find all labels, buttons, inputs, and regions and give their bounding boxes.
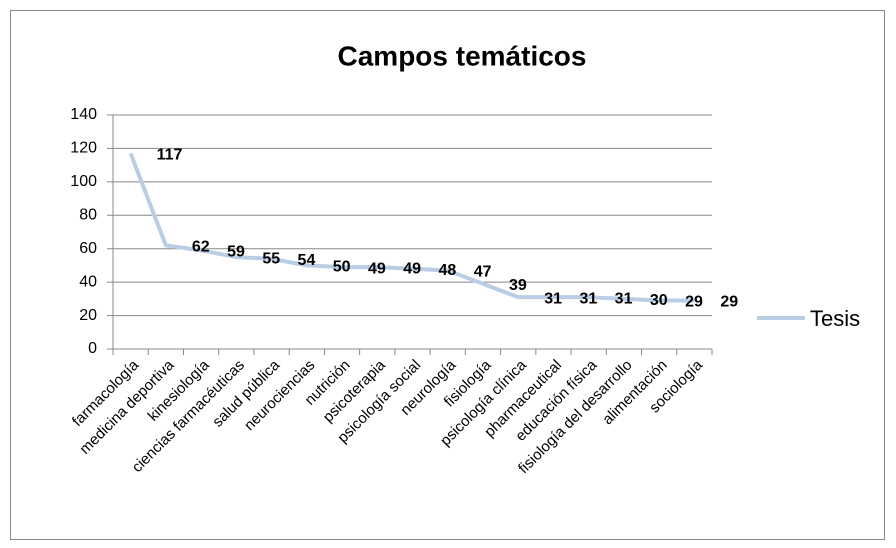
data-label: 59 xyxy=(227,244,245,261)
data-label: 62 xyxy=(192,239,210,256)
data-label: 31 xyxy=(579,290,597,307)
line-series xyxy=(128,152,695,303)
y-tick-label: 20 xyxy=(79,307,97,324)
data-label: 117 xyxy=(157,147,183,164)
data-label: 54 xyxy=(298,252,316,269)
y-tick-label: 120 xyxy=(70,140,97,157)
data-label: 31 xyxy=(544,290,562,307)
y-tick-label: 40 xyxy=(79,273,97,290)
data-label: 47 xyxy=(474,264,492,281)
data-label: 48 xyxy=(439,262,457,279)
y-tick-label: 60 xyxy=(79,240,97,257)
data-label: 29 xyxy=(720,294,738,311)
data-label: 49 xyxy=(368,260,386,277)
data-label: 29 xyxy=(685,294,703,311)
chart-title: Campos temáticos xyxy=(338,40,587,71)
y-tick-label: 140 xyxy=(70,106,97,123)
y-tick-label: 100 xyxy=(70,173,97,190)
data-label: 49 xyxy=(403,260,421,277)
data-label: 39 xyxy=(509,277,527,294)
chart-frame xyxy=(10,10,885,540)
data-label: 50 xyxy=(333,259,351,276)
y-tick-label: 80 xyxy=(79,207,97,224)
data-label: 30 xyxy=(650,292,668,309)
legend-label: Tesis xyxy=(810,306,860,331)
data-label: 31 xyxy=(615,290,633,307)
data-label: 55 xyxy=(262,250,280,267)
y-tick-label: 0 xyxy=(88,340,97,357)
